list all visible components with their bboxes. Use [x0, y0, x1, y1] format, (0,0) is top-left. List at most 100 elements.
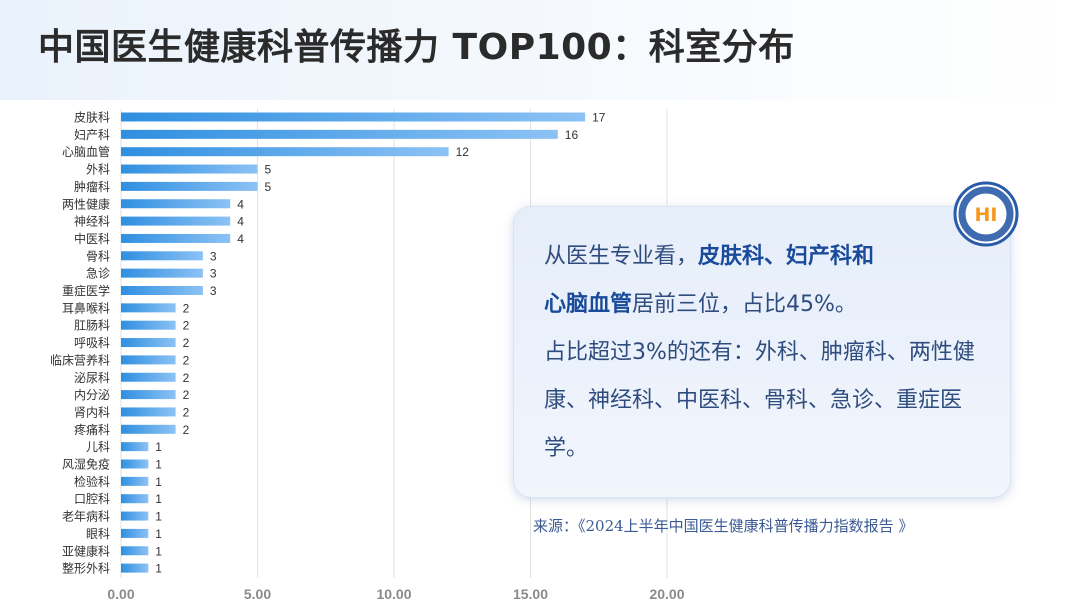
category-label: 重症医学	[62, 283, 110, 298]
value-label: 1	[155, 475, 162, 489]
category-label: 风湿免疫	[62, 457, 110, 472]
callout-highlight-1: 皮肤科、妇产科和	[698, 244, 875, 269]
value-label: 1	[155, 492, 162, 506]
bar	[121, 216, 231, 226]
category-label: 亚健康科	[62, 543, 110, 558]
category-label: 妇产科	[74, 128, 110, 142]
bar	[121, 511, 149, 521]
callout-highlight-2: 心脑血管	[544, 292, 633, 317]
value-label: 1	[155, 458, 162, 472]
bar	[121, 528, 149, 538]
category-label: 检验科	[74, 474, 110, 489]
category-label: 肛肠科	[74, 319, 110, 333]
value-label: 2	[183, 319, 190, 333]
category-label: 肿瘤科	[74, 179, 110, 194]
bar	[121, 563, 149, 573]
value-label: 16	[565, 128, 579, 142]
category-label: 急诊	[86, 266, 110, 281]
category-label: 肾内科	[74, 405, 110, 419]
value-label: 17	[592, 111, 606, 125]
category-label: 皮肤科	[74, 110, 110, 125]
category-label: 疼痛科	[74, 422, 110, 437]
bar	[121, 199, 231, 209]
category-label: 泌尿科	[74, 371, 110, 385]
category-label: 耳鼻喉科	[62, 300, 110, 315]
value-label: 1	[155, 544, 162, 558]
category-label: 外科	[86, 163, 110, 177]
category-label: 内分泌	[74, 388, 110, 402]
bar	[121, 251, 203, 261]
value-label: 2	[183, 388, 190, 402]
category-label: 口腔科	[74, 491, 110, 506]
category-label: 中医科	[74, 231, 110, 246]
summary-callout: 从医生专业看，皮肤科、妇产科和 心脑血管居前三位，占比45%。 占比超过3%的还…	[513, 206, 1011, 498]
value-label: 1	[155, 510, 162, 524]
value-label: 2	[183, 405, 190, 419]
bar	[121, 407, 176, 417]
bar	[121, 181, 258, 191]
bar	[121, 233, 231, 243]
x-tick-label: 0.00	[107, 586, 134, 602]
category-label: 儿科	[86, 440, 110, 454]
bar	[121, 338, 176, 348]
value-label: 1	[155, 562, 162, 576]
category-label: 心脑血管	[62, 144, 110, 159]
category-label: 骨科	[86, 249, 110, 263]
category-label: 神经科	[74, 215, 110, 229]
category-label: 呼吸科	[74, 336, 110, 350]
bar	[121, 442, 149, 452]
bar	[121, 459, 149, 469]
value-label: 3	[210, 284, 217, 298]
category-label: 整形外科	[62, 561, 110, 576]
value-label: 3	[210, 267, 217, 281]
bar	[121, 546, 149, 556]
x-tick-label: 5.00	[244, 586, 271, 602]
value-label: 4	[237, 197, 244, 211]
bar	[121, 372, 176, 382]
x-tick-label: 10.00	[376, 586, 411, 602]
value-label: 3	[210, 249, 217, 263]
value-label: 4	[237, 215, 244, 229]
source-note: 来源：《2024上半年中国医生健康科普传播力指数报告 》	[533, 517, 914, 535]
logo-core-icon	[969, 197, 1003, 231]
category-label: 眼科	[86, 527, 110, 541]
logo-inner-ring-icon	[958, 186, 1014, 242]
category-label: 临床营养科	[50, 352, 110, 367]
category-label: 老年病科	[62, 509, 110, 524]
bar	[121, 355, 176, 365]
bar	[121, 390, 176, 400]
callout-text-d: 居前三位，占比45%。	[632, 292, 857, 317]
value-label: 5	[265, 180, 272, 194]
value-label: 2	[183, 353, 190, 367]
callout-paragraph-2: 占比超过3%的还有：外科、肿瘤科、两性健康、神经科、中医科、骨科、急诊、重症医学…	[544, 340, 975, 461]
callout-text-a: 从医生专业看，	[544, 244, 699, 269]
header-band	[0, 0, 1080, 100]
value-label: 1	[155, 527, 162, 541]
category-label: 两性健康	[62, 196, 110, 211]
bar	[121, 164, 258, 174]
bar	[121, 129, 558, 139]
value-label: 2	[183, 423, 190, 437]
x-tick-label: 20.00	[649, 586, 684, 602]
value-label: 2	[183, 301, 190, 315]
logo-text: HI	[975, 204, 998, 226]
value-label: 1	[155, 440, 162, 454]
bar	[121, 476, 149, 486]
value-label: 2	[183, 336, 190, 350]
value-label: 12	[456, 145, 470, 159]
page-title: 中国医生健康科普传播力 TOP100：科室分布	[38, 27, 795, 68]
bar	[121, 112, 586, 122]
bar	[121, 320, 176, 330]
bar	[121, 424, 176, 434]
value-label: 4	[237, 232, 244, 246]
bar	[121, 268, 203, 278]
value-label: 2	[183, 371, 190, 385]
x-tick-label: 15.00	[513, 586, 548, 602]
logo: HI	[953, 181, 1019, 247]
bar	[121, 286, 203, 295]
bar	[121, 303, 176, 313]
bar	[121, 494, 149, 504]
bar	[121, 147, 449, 157]
value-label: 5	[265, 163, 272, 177]
